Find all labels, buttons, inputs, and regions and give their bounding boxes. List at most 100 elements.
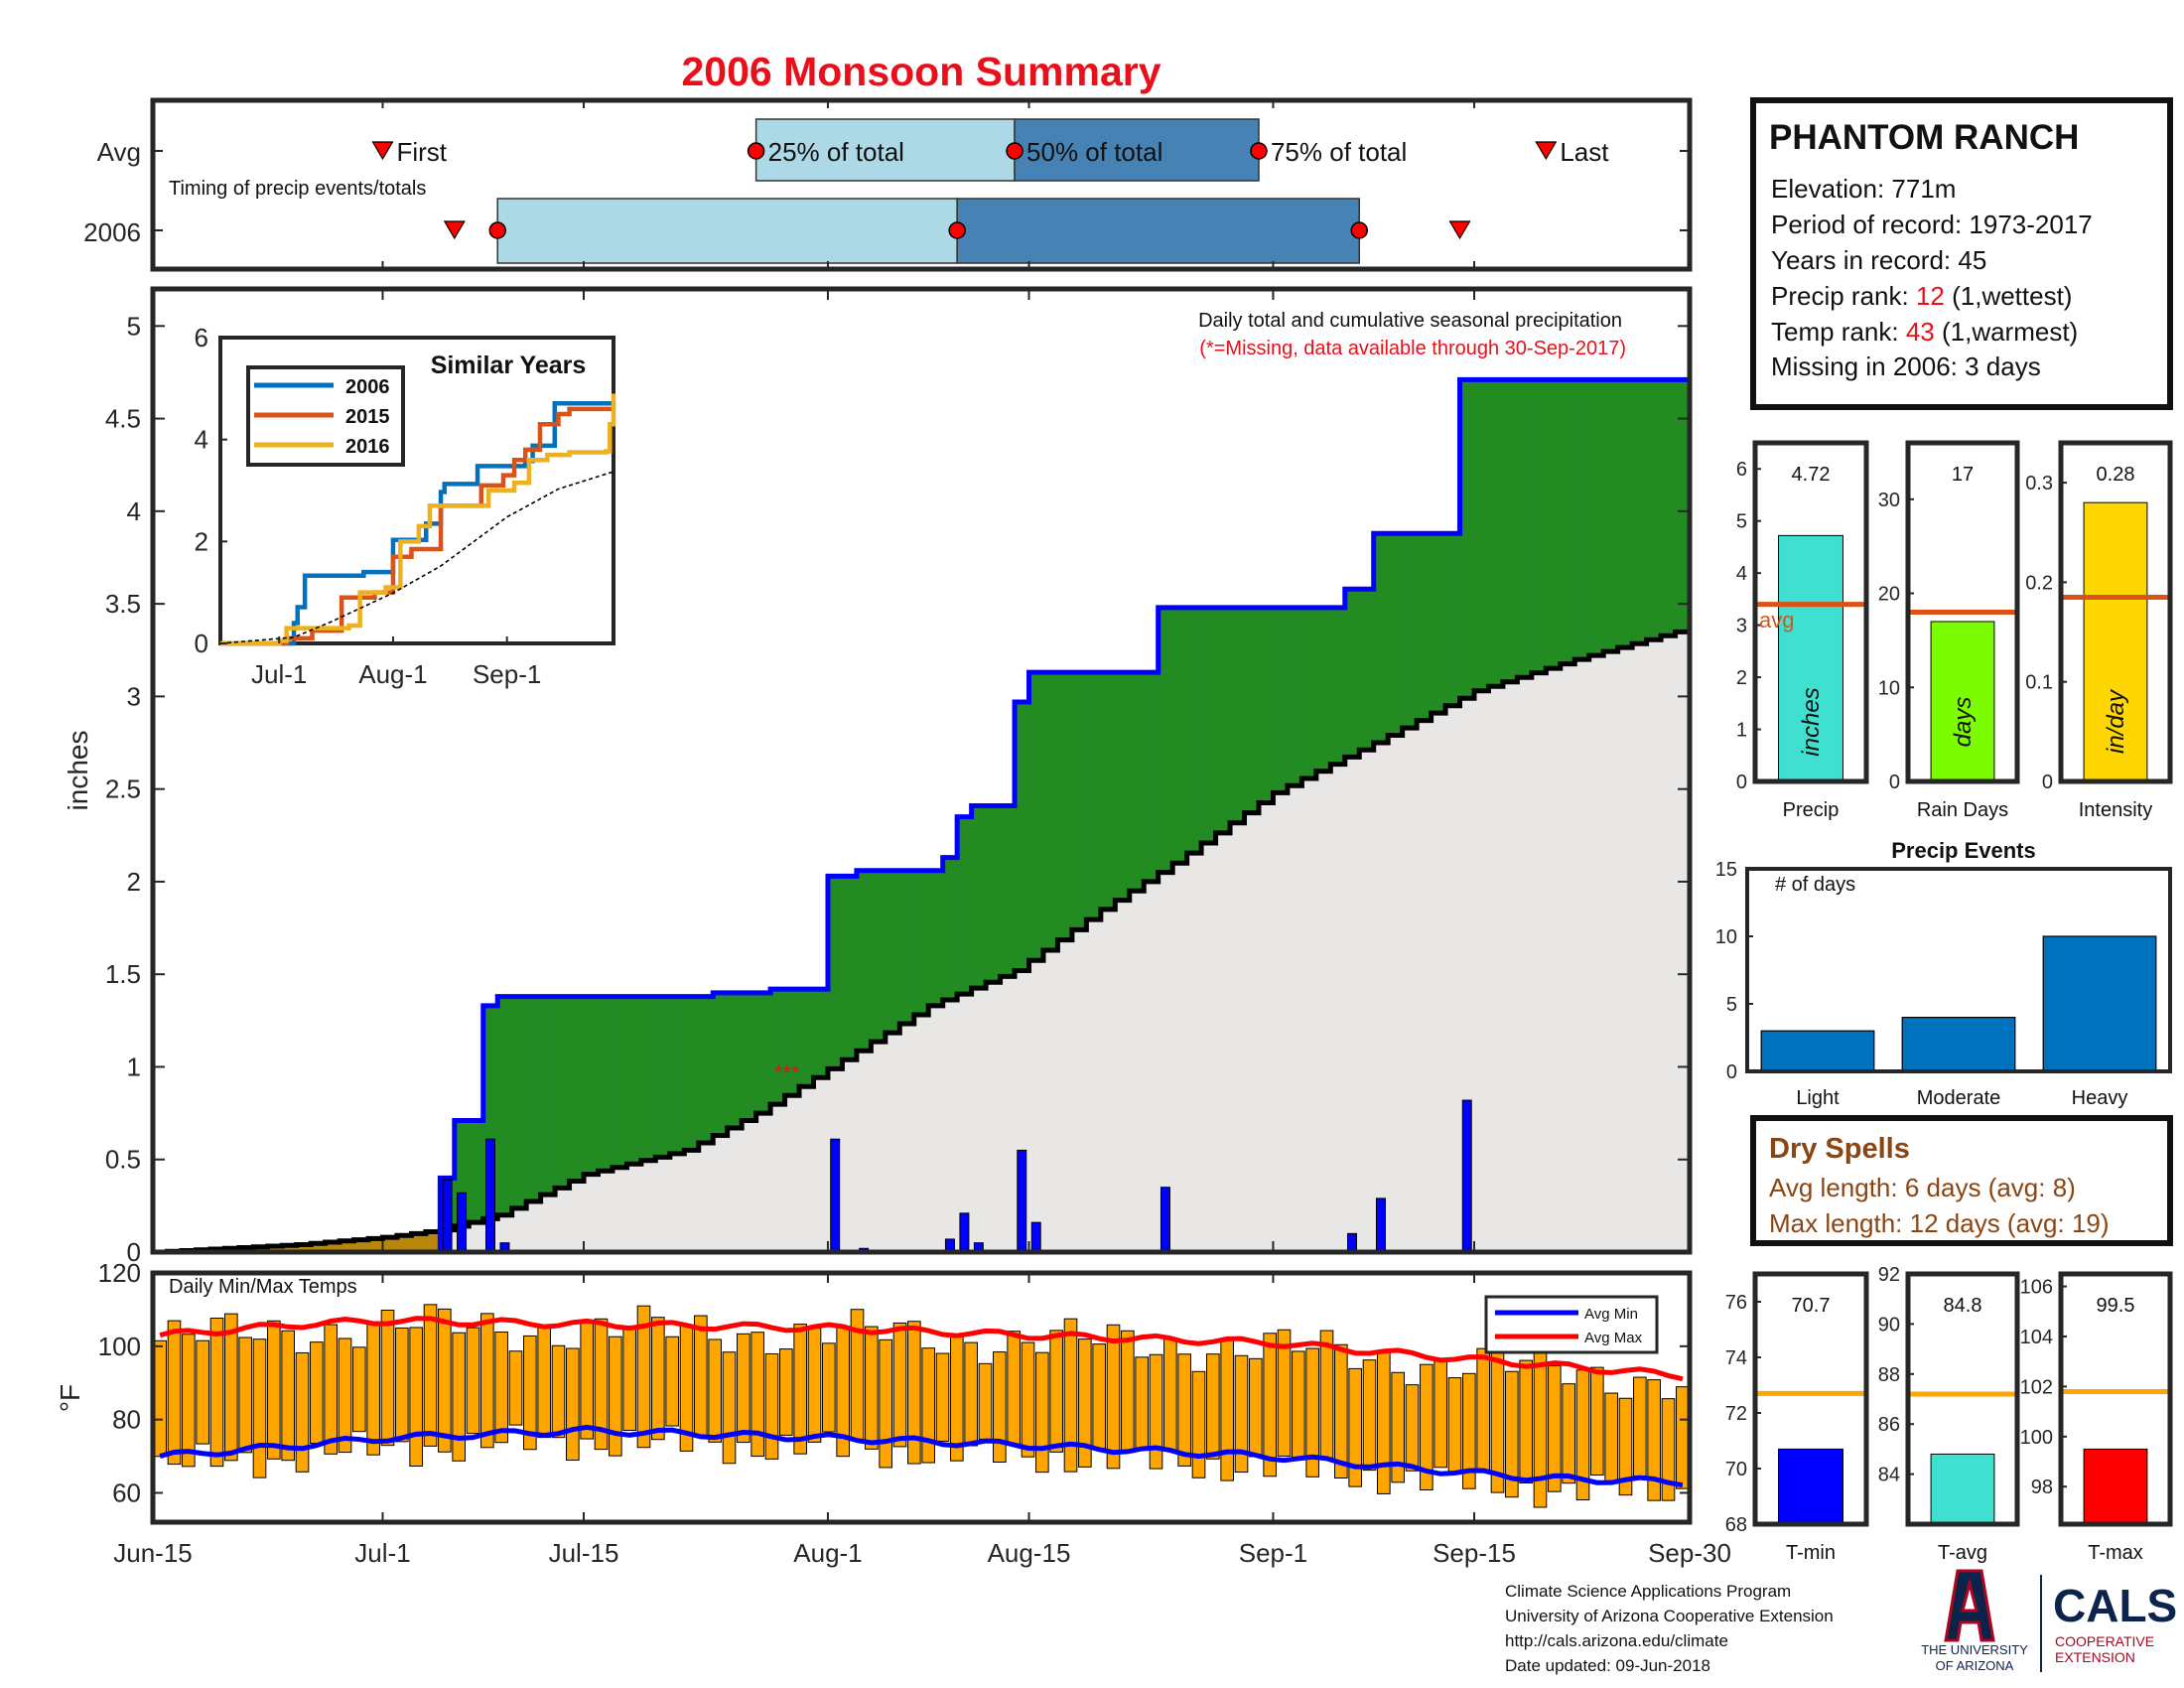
metric-ytick-label-tmax-2: 102 xyxy=(2020,1376,2053,1398)
surplus-fill-2006-08-02 xyxy=(842,876,858,1060)
dry-max-length: Max length: 12 days (avg: 19) xyxy=(1769,1208,2110,1238)
timing-dot-p50-avg xyxy=(1006,142,1024,160)
metric-panel-tmin: 68 70 72 74 76 70.7 T-min xyxy=(1725,1271,1869,1564)
inset-ytick-label-3: 6 xyxy=(195,323,208,352)
temp-line-avg_max xyxy=(159,1316,1684,1382)
metric-ytick-label-rain_days-0: 0 xyxy=(1889,772,1900,793)
metric-ytick-label-intensity-2: 0.2 xyxy=(2025,572,2053,594)
event-bar-light xyxy=(1760,1030,1875,1072)
dry-spells-box: Dry Spells Avg length: 6 days (avg: 8) M… xyxy=(1750,1115,2173,1246)
footer-line-4: Date updated: 09-Jun-2018 xyxy=(1505,1656,1710,1675)
surplus-fill-2006-09-23 xyxy=(1588,379,1604,656)
surplus-fill-2006-08-22 xyxy=(1129,672,1145,892)
daily-precip-bar-2006-09-08 xyxy=(1375,1197,1386,1253)
timing-bars: First 25% of total 50% of total 75% of tota… xyxy=(371,118,1609,264)
ua-text-1: THE UNIVERSITY xyxy=(1921,1642,2028,1657)
temp-range-bar-2006-09-18 xyxy=(1505,1370,1519,1498)
temp-range-bar-2006-07-05 xyxy=(438,1308,452,1453)
timing-panel: First 25% of total 50% of total 75% of tota… xyxy=(83,97,1693,272)
metric-bar-tmin xyxy=(1778,1448,1843,1525)
metric-ytick-label-precip_total-5: 5 xyxy=(1736,511,1747,533)
temps-legend-frame xyxy=(1484,1295,1659,1354)
temps-y-axis-label: °F xyxy=(55,1384,85,1412)
main-ytick-label-6: 3 xyxy=(127,681,141,711)
temp-range-bar-2006-09-12 xyxy=(1420,1363,1433,1490)
date-tick-label-4: Aug-15 xyxy=(988,1538,1071,1568)
metric-ytick-label-intensity-1: 0.1 xyxy=(2025,672,2053,694)
timing-dot-p50-2006 xyxy=(948,221,966,239)
temp-range-bar-2006-07-19 xyxy=(636,1305,651,1449)
deficit-fill-2006-06-23 xyxy=(267,1246,283,1252)
daily-precip-bar-2006-08-01 xyxy=(830,1138,841,1253)
ua-text-2: OF ARIZONA xyxy=(1936,1658,2014,1673)
temp-range-bar-2006-09-11 xyxy=(1405,1384,1420,1472)
temp-range-bar-2006-09-16 xyxy=(1476,1347,1490,1471)
temp-range-bar-2006-08-12 xyxy=(978,1362,993,1440)
surplus-fill-2006-07-11 xyxy=(526,996,542,1202)
metric-ytick-label-tmin-2: 72 xyxy=(1725,1403,1747,1425)
temp-range-bar-2006-06-19 xyxy=(209,1318,224,1468)
surplus-fill-2006-07-07 xyxy=(469,1120,484,1223)
metric-bar-tavg xyxy=(1930,1453,1995,1525)
temp-range-bar-2006-07-24 xyxy=(708,1338,722,1443)
metric-ytick-label-precip_total-4: 4 xyxy=(1736,563,1747,585)
deficit-fill-2006-06-26 xyxy=(311,1243,327,1252)
surplus-fill-2006-09-09 xyxy=(1388,533,1404,736)
timing-caption: Timing of precip events/totals xyxy=(169,178,426,200)
temp-range-bar-2006-07-10 xyxy=(508,1350,523,1426)
date-tick-label-5: Sep-1 xyxy=(1239,1538,1307,1568)
temp-range-bar-2006-07-27 xyxy=(751,1332,764,1458)
temp-range-bar-2006-07-29 xyxy=(779,1348,793,1436)
deficit-fill-2006-07-01 xyxy=(382,1237,398,1252)
temp-range-bar-2006-08-21 xyxy=(1106,1324,1121,1470)
metric-ytick-label-precip_total-2: 2 xyxy=(1736,667,1747,689)
surplus-fill-2006-09-19 xyxy=(1531,379,1547,673)
similar-years-inset: 0 2 4 6 Jul-1 Aug-1 Sep-1 Similar Years 2006 2… xyxy=(195,323,616,689)
surplus-fill-2006-09-13 xyxy=(1445,533,1461,706)
temp-range-bar-2006-06-24 xyxy=(281,1330,295,1462)
metric-ytick-label-precip_total-1: 1 xyxy=(1736,720,1747,742)
temp-range-bar-2006-08-19 xyxy=(1078,1338,1092,1468)
event-ytick-label-0: 0 xyxy=(1726,1061,1737,1083)
metric-label-tavg: T-avg xyxy=(1938,1542,1987,1564)
timing-label-3: 75% of total xyxy=(1271,137,1407,167)
deficit-fill-2006-06-22 xyxy=(253,1246,269,1252)
temp-range-bar-2006-07-15 xyxy=(580,1322,594,1440)
event-ytick-label-2: 10 xyxy=(1715,926,1737,948)
inset-ytick-label-2: 4 xyxy=(195,425,208,455)
main-plot-area xyxy=(153,376,1693,1255)
inset-legend: 2006 2015 2016 xyxy=(246,365,405,467)
daily-precip-bar-2006-08-15 xyxy=(1030,1221,1041,1253)
metric-value-tmax: 99.5 xyxy=(2097,1295,2135,1317)
metric-ytick-label-intensity-3: 0.3 xyxy=(2025,473,2053,494)
temp-range-bar-2006-08-09 xyxy=(935,1352,950,1442)
surplus-fill-2006-08-07 xyxy=(913,870,929,1015)
main-ytick-label-7: 3.5 xyxy=(105,589,141,619)
surplus-fill-2006-09-04 xyxy=(1315,607,1331,772)
surplus-fill-2006-07-23 xyxy=(698,996,714,1143)
date-tick-label-7: Sep-30 xyxy=(1648,1538,1731,1568)
temp-range-bar-2006-08-14 xyxy=(1007,1331,1021,1445)
surplus-fill-2006-09-03 xyxy=(1301,607,1317,778)
surplus-fill-2006-09-07 xyxy=(1359,589,1375,751)
temp-ytick-label-3: 120 xyxy=(98,1258,141,1288)
timing-marker-last-2006 xyxy=(1448,220,1471,240)
timing-dot-p75-2006 xyxy=(1350,221,1369,239)
temp-ytick-label-1: 80 xyxy=(112,1405,141,1435)
metric-frame-tmin xyxy=(1752,1271,1869,1527)
surplus-fill-2006-09-27 xyxy=(1646,379,1662,640)
events-frame xyxy=(1745,867,2172,1073)
temp-range-bar-2006-08-07 xyxy=(907,1321,921,1465)
deficit-fill-2006-07-03 xyxy=(411,1233,427,1252)
temp-range-bar-2006-07-02 xyxy=(395,1327,409,1443)
metric-ytick-label-tmax-3: 104 xyxy=(2020,1327,2053,1348)
inset-ytick-label-0: 0 xyxy=(195,629,208,658)
surplus-fill-2006-09-15 xyxy=(1473,379,1490,691)
temp-range-bar-2006-06-20 xyxy=(224,1313,238,1462)
dry-title: Dry Spells xyxy=(1769,1133,1910,1165)
temps-frame xyxy=(150,1270,1693,1525)
surplus-fill-2006-08-04 xyxy=(871,870,887,1043)
date-tick-label-1: Jul-1 xyxy=(354,1538,410,1568)
temp-range-bar-2006-06-28 xyxy=(338,1337,352,1454)
